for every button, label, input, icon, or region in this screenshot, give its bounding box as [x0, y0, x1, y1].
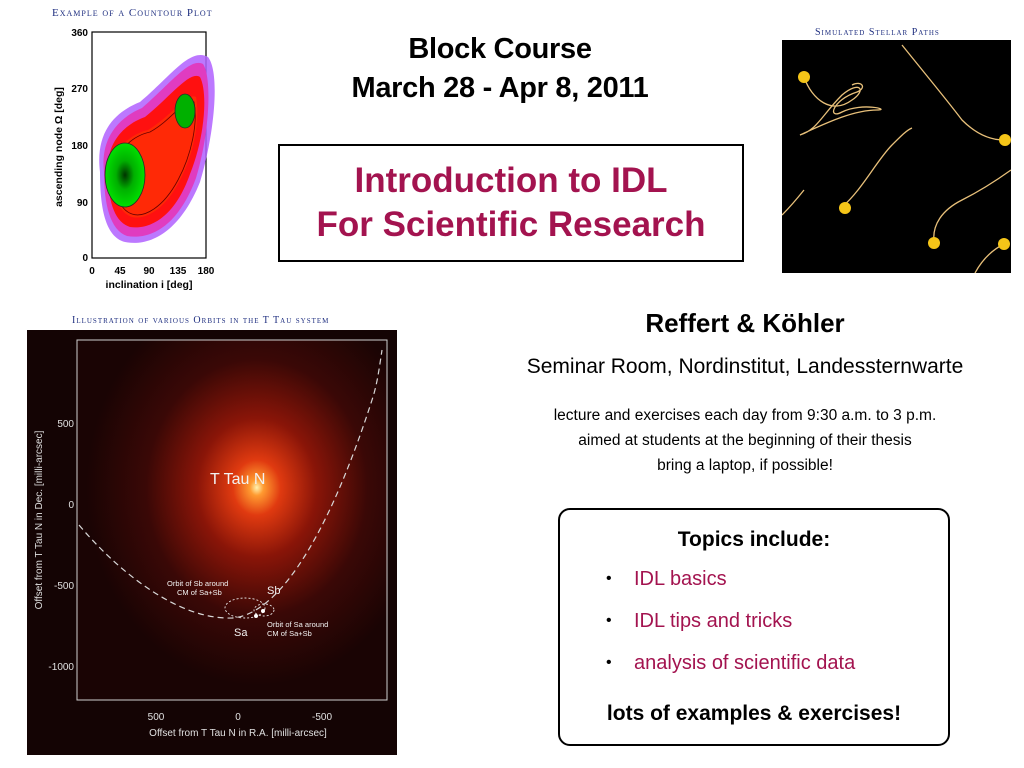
contour-xtick: 180 [198, 266, 215, 277]
contour-ytick: 360 [71, 28, 88, 39]
topic-label: analysis of scientific data [634, 652, 856, 674]
star-dot [839, 202, 851, 214]
contour-ylabel: ascending node Ω [deg] [53, 87, 65, 207]
contour-plot: 360 270 180 90 0 0 45 90 135 180 inclina… [53, 28, 215, 291]
contour-ytick: 270 [71, 84, 88, 95]
topics-title: Topics include: [677, 528, 831, 551]
contour-xtick: 45 [114, 266, 126, 277]
title-line-2: For Scientific Research [316, 205, 706, 244]
orbit-image: T Tau N Sb Sa Orbit of Sb around CM of S… [27, 330, 397, 755]
contour-xtick: 90 [143, 266, 155, 277]
orbit-ylabel: Offset from T Tau N in Dec. [milli-arcse… [34, 430, 45, 609]
venue: Seminar Room, Nordinstitut, Landessternw… [526, 355, 964, 378]
orbit-ytick: -500 [54, 581, 74, 592]
orbit-xtick: -500 [312, 712, 332, 723]
contour-ytick: 180 [71, 141, 88, 152]
authors: Reffert & Köhler [645, 308, 845, 338]
title-box: Introduction to IDL For Scientific Resea… [278, 144, 744, 262]
label-orbit-sa-2: CM of Sa+Sb [267, 629, 312, 638]
topic-label: IDL tips and tricks [634, 610, 793, 632]
star-dot [798, 71, 810, 83]
title-line-1: Introduction to IDL [354, 161, 668, 200]
orbit-ytick: -1000 [48, 662, 74, 673]
topics-box: Topics include: • IDL basics • IDL tips … [558, 508, 950, 746]
course-dates: March 28 - Apr 8, 2011 [351, 72, 649, 104]
label-orbit-sb-1: Orbit of Sb around [167, 579, 228, 588]
label-orbit-sb-2: CM of Sa+Sb [177, 588, 222, 597]
detail-line: bring a laptop, if possible! [657, 457, 833, 474]
stellar-caption: Simulated Stellar Paths [815, 27, 940, 38]
contour-caption: Example of a Countour Plot [52, 7, 213, 19]
topic-item: analysis of scientific data [604, 652, 855, 675]
topic-item: IDL tips and tricks [604, 610, 792, 633]
contour-ytick: 0 [82, 253, 88, 264]
label-sb: Sb [267, 585, 280, 597]
label-orbit-sa-1: Orbit of Sa around [267, 620, 328, 629]
stellar-paths-image [782, 40, 1011, 273]
course-label: Block Course [408, 33, 592, 65]
contour-xlabel: inclination i [deg] [106, 279, 193, 291]
orbit-ytick: 0 [68, 500, 74, 511]
star-dot [999, 134, 1011, 146]
bullet-icon: • [606, 570, 612, 587]
orbit-xlabel: Offset from T Tau N in R.A. [milli-arcse… [149, 728, 327, 739]
bullet-icon: • [606, 612, 612, 629]
contour-xtick: 0 [89, 266, 95, 277]
star-dot [928, 237, 940, 249]
orbit-xtick: 500 [148, 712, 165, 723]
orbit-caption: Illustration of various Orbits in the T … [72, 315, 330, 326]
label-sa: Sa [234, 627, 248, 639]
topics-closing: lots of examples & exercises! [606, 702, 902, 725]
orbit-xtick: 0 [235, 712, 241, 723]
orbit-ytick: 500 [57, 419, 74, 430]
topic-label: IDL basics [634, 568, 727, 590]
star-dot [998, 238, 1010, 250]
detail-line: lecture and exercises each day from 9:30… [553, 407, 937, 424]
contour-ytick: 90 [77, 198, 89, 209]
detail-line: aimed at students at the beginning of th… [578, 432, 912, 449]
contour-xtick: 135 [170, 266, 187, 277]
label-t-tau-n: T Tau N [210, 471, 265, 488]
topic-item: IDL basics [604, 568, 727, 591]
bullet-icon: • [606, 654, 612, 671]
